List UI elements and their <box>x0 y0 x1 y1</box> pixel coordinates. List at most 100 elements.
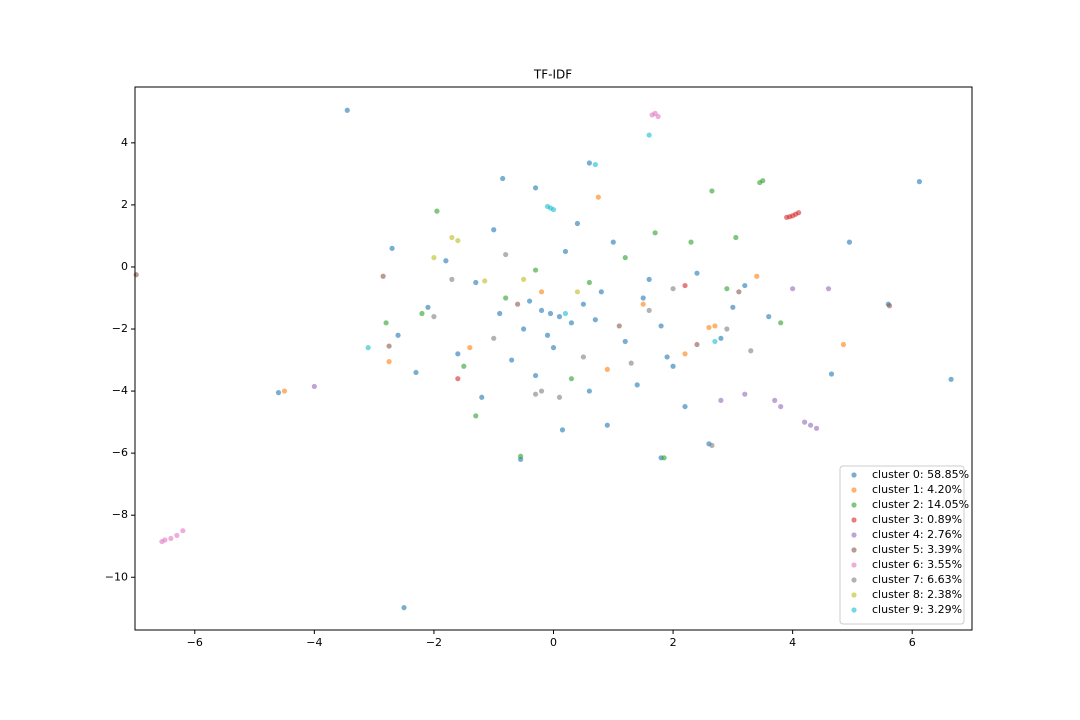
x-tick-label: 2 <box>670 636 677 649</box>
point <box>828 371 835 377</box>
point <box>538 388 545 394</box>
point <box>724 326 730 332</box>
point <box>467 345 473 351</box>
legend-label: cluster 2: 14.05% <box>872 498 969 511</box>
point <box>568 320 575 326</box>
point <box>174 532 180 538</box>
y-tick-label: −10 <box>105 570 128 583</box>
point <box>455 237 461 244</box>
x-tick-label: −2 <box>426 636 442 649</box>
point <box>586 388 592 394</box>
point <box>754 273 760 279</box>
point <box>733 234 739 241</box>
point <box>550 345 557 351</box>
point <box>640 301 646 307</box>
point <box>532 185 539 191</box>
point <box>604 422 610 428</box>
point <box>431 314 437 320</box>
point <box>628 360 634 366</box>
point <box>634 382 640 388</box>
point <box>521 326 527 332</box>
point <box>386 359 392 365</box>
point <box>559 427 566 433</box>
point <box>491 335 497 341</box>
points <box>133 107 954 611</box>
point <box>766 314 772 320</box>
y-tick-label: −6 <box>112 446 128 459</box>
point <box>389 245 395 251</box>
x-tick-label: 0 <box>550 636 557 649</box>
point <box>562 310 569 317</box>
point <box>670 363 676 369</box>
legend: cluster 0: 58.85% cluster 1: 4.20% cluster… <box>839 465 969 625</box>
legend-label: cluster 7: 6.63% <box>872 573 962 586</box>
legend-marker <box>851 607 857 613</box>
point <box>652 230 658 236</box>
point <box>682 282 688 289</box>
point <box>180 528 186 534</box>
point <box>730 304 736 310</box>
point <box>413 369 419 376</box>
point <box>813 425 820 431</box>
x-tick-label: −6 <box>187 636 203 649</box>
x-tick-label: −4 <box>306 636 322 649</box>
point <box>383 320 389 326</box>
point <box>509 357 515 363</box>
point <box>443 258 449 264</box>
point <box>544 332 551 338</box>
legend-marker <box>851 487 857 493</box>
point <box>646 276 652 282</box>
point <box>592 317 598 323</box>
point <box>709 442 715 448</box>
point <box>916 179 922 185</box>
point <box>482 278 488 284</box>
point <box>682 351 688 357</box>
point <box>526 298 533 304</box>
legend-label: cluster 4: 2.76% <box>872 528 962 541</box>
point <box>500 175 506 182</box>
x-tick-label: 4 <box>789 636 796 649</box>
point <box>778 403 784 410</box>
point <box>449 234 455 241</box>
point <box>694 270 700 276</box>
point <box>461 363 467 369</box>
point <box>646 307 652 314</box>
point <box>718 335 724 341</box>
legend-label: cluster 8: 2.38% <box>872 588 962 601</box>
point <box>497 310 503 317</box>
legend-marker <box>851 577 857 583</box>
point <box>518 453 524 459</box>
point <box>778 320 784 326</box>
legend-label: cluster 9: 3.29% <box>872 603 962 616</box>
legend-box <box>839 465 965 625</box>
legend-label: cluster 6: 3.55% <box>872 558 962 571</box>
point <box>473 413 479 419</box>
point <box>748 348 754 354</box>
point <box>598 289 604 295</box>
point <box>491 227 497 233</box>
point <box>538 289 545 295</box>
point <box>694 341 700 348</box>
point <box>807 422 814 428</box>
legend-marker <box>851 592 857 598</box>
point <box>386 343 392 349</box>
point <box>592 161 598 168</box>
legend-marker <box>851 547 857 553</box>
point <box>532 391 539 397</box>
point <box>688 239 694 245</box>
point <box>401 605 407 611</box>
point <box>311 383 317 390</box>
point <box>736 289 742 295</box>
point <box>664 354 670 360</box>
y-tick-label: −8 <box>112 508 128 521</box>
point <box>419 310 425 317</box>
point <box>556 394 563 400</box>
point <box>604 366 610 372</box>
point <box>709 188 715 194</box>
point <box>168 535 174 542</box>
point <box>787 214 793 220</box>
point <box>281 388 288 394</box>
point <box>646 132 652 138</box>
point <box>586 160 592 166</box>
point <box>586 279 592 286</box>
